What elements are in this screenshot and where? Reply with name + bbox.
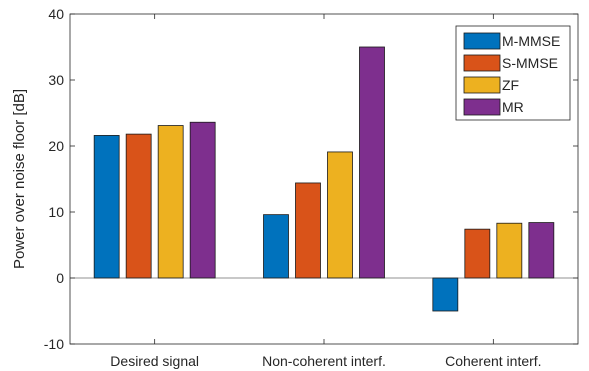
legend-label: M-MMSE — [502, 33, 560, 49]
bar-s-mmse — [125, 133, 152, 279]
bar-zf — [496, 222, 523, 279]
x-tick-label: Non-coherent interf. — [262, 353, 386, 369]
x-tick-label: Desired signal — [110, 353, 199, 369]
y-tick-label: 20 — [48, 138, 64, 154]
bars-group — [93, 46, 555, 312]
y-tick-label: -10 — [44, 336, 64, 352]
bar-mr — [528, 222, 555, 279]
y-axis-label: Power over noise floor [dB] — [11, 89, 28, 269]
y-tick-label: 10 — [48, 204, 64, 220]
legend-swatch — [463, 54, 501, 72]
bar-s-mmse — [295, 182, 321, 279]
x-tick-label: Coherent interf. — [445, 353, 542, 369]
legend-label: MR — [502, 99, 524, 115]
bar-m-mmse — [93, 135, 120, 279]
legend-swatch — [463, 76, 501, 94]
bar-m-mmse — [432, 277, 459, 312]
y-axis: -10 0 10 20 30 40 — [44, 6, 578, 352]
y-tick-label: 40 — [48, 6, 64, 22]
legend-swatch — [463, 32, 501, 50]
bar-mr — [359, 46, 385, 279]
bar-mr — [189, 121, 216, 279]
legend: M-MMSE S-MMSE ZF MR — [455, 25, 571, 121]
y-tick-label: 0 — [56, 270, 64, 286]
bar-m-mmse — [263, 214, 289, 279]
bar-zf — [327, 151, 353, 279]
bar-zf — [157, 125, 184, 279]
legend-label: ZF — [502, 77, 519, 93]
y-tick-label: 30 — [48, 72, 64, 88]
legend-swatch — [463, 98, 501, 116]
x-axis: Desired signal Non-coherent interf. Cohere… — [110, 14, 542, 369]
legend-label: S-MMSE — [502, 55, 558, 71]
bar-s-mmse — [464, 228, 491, 279]
